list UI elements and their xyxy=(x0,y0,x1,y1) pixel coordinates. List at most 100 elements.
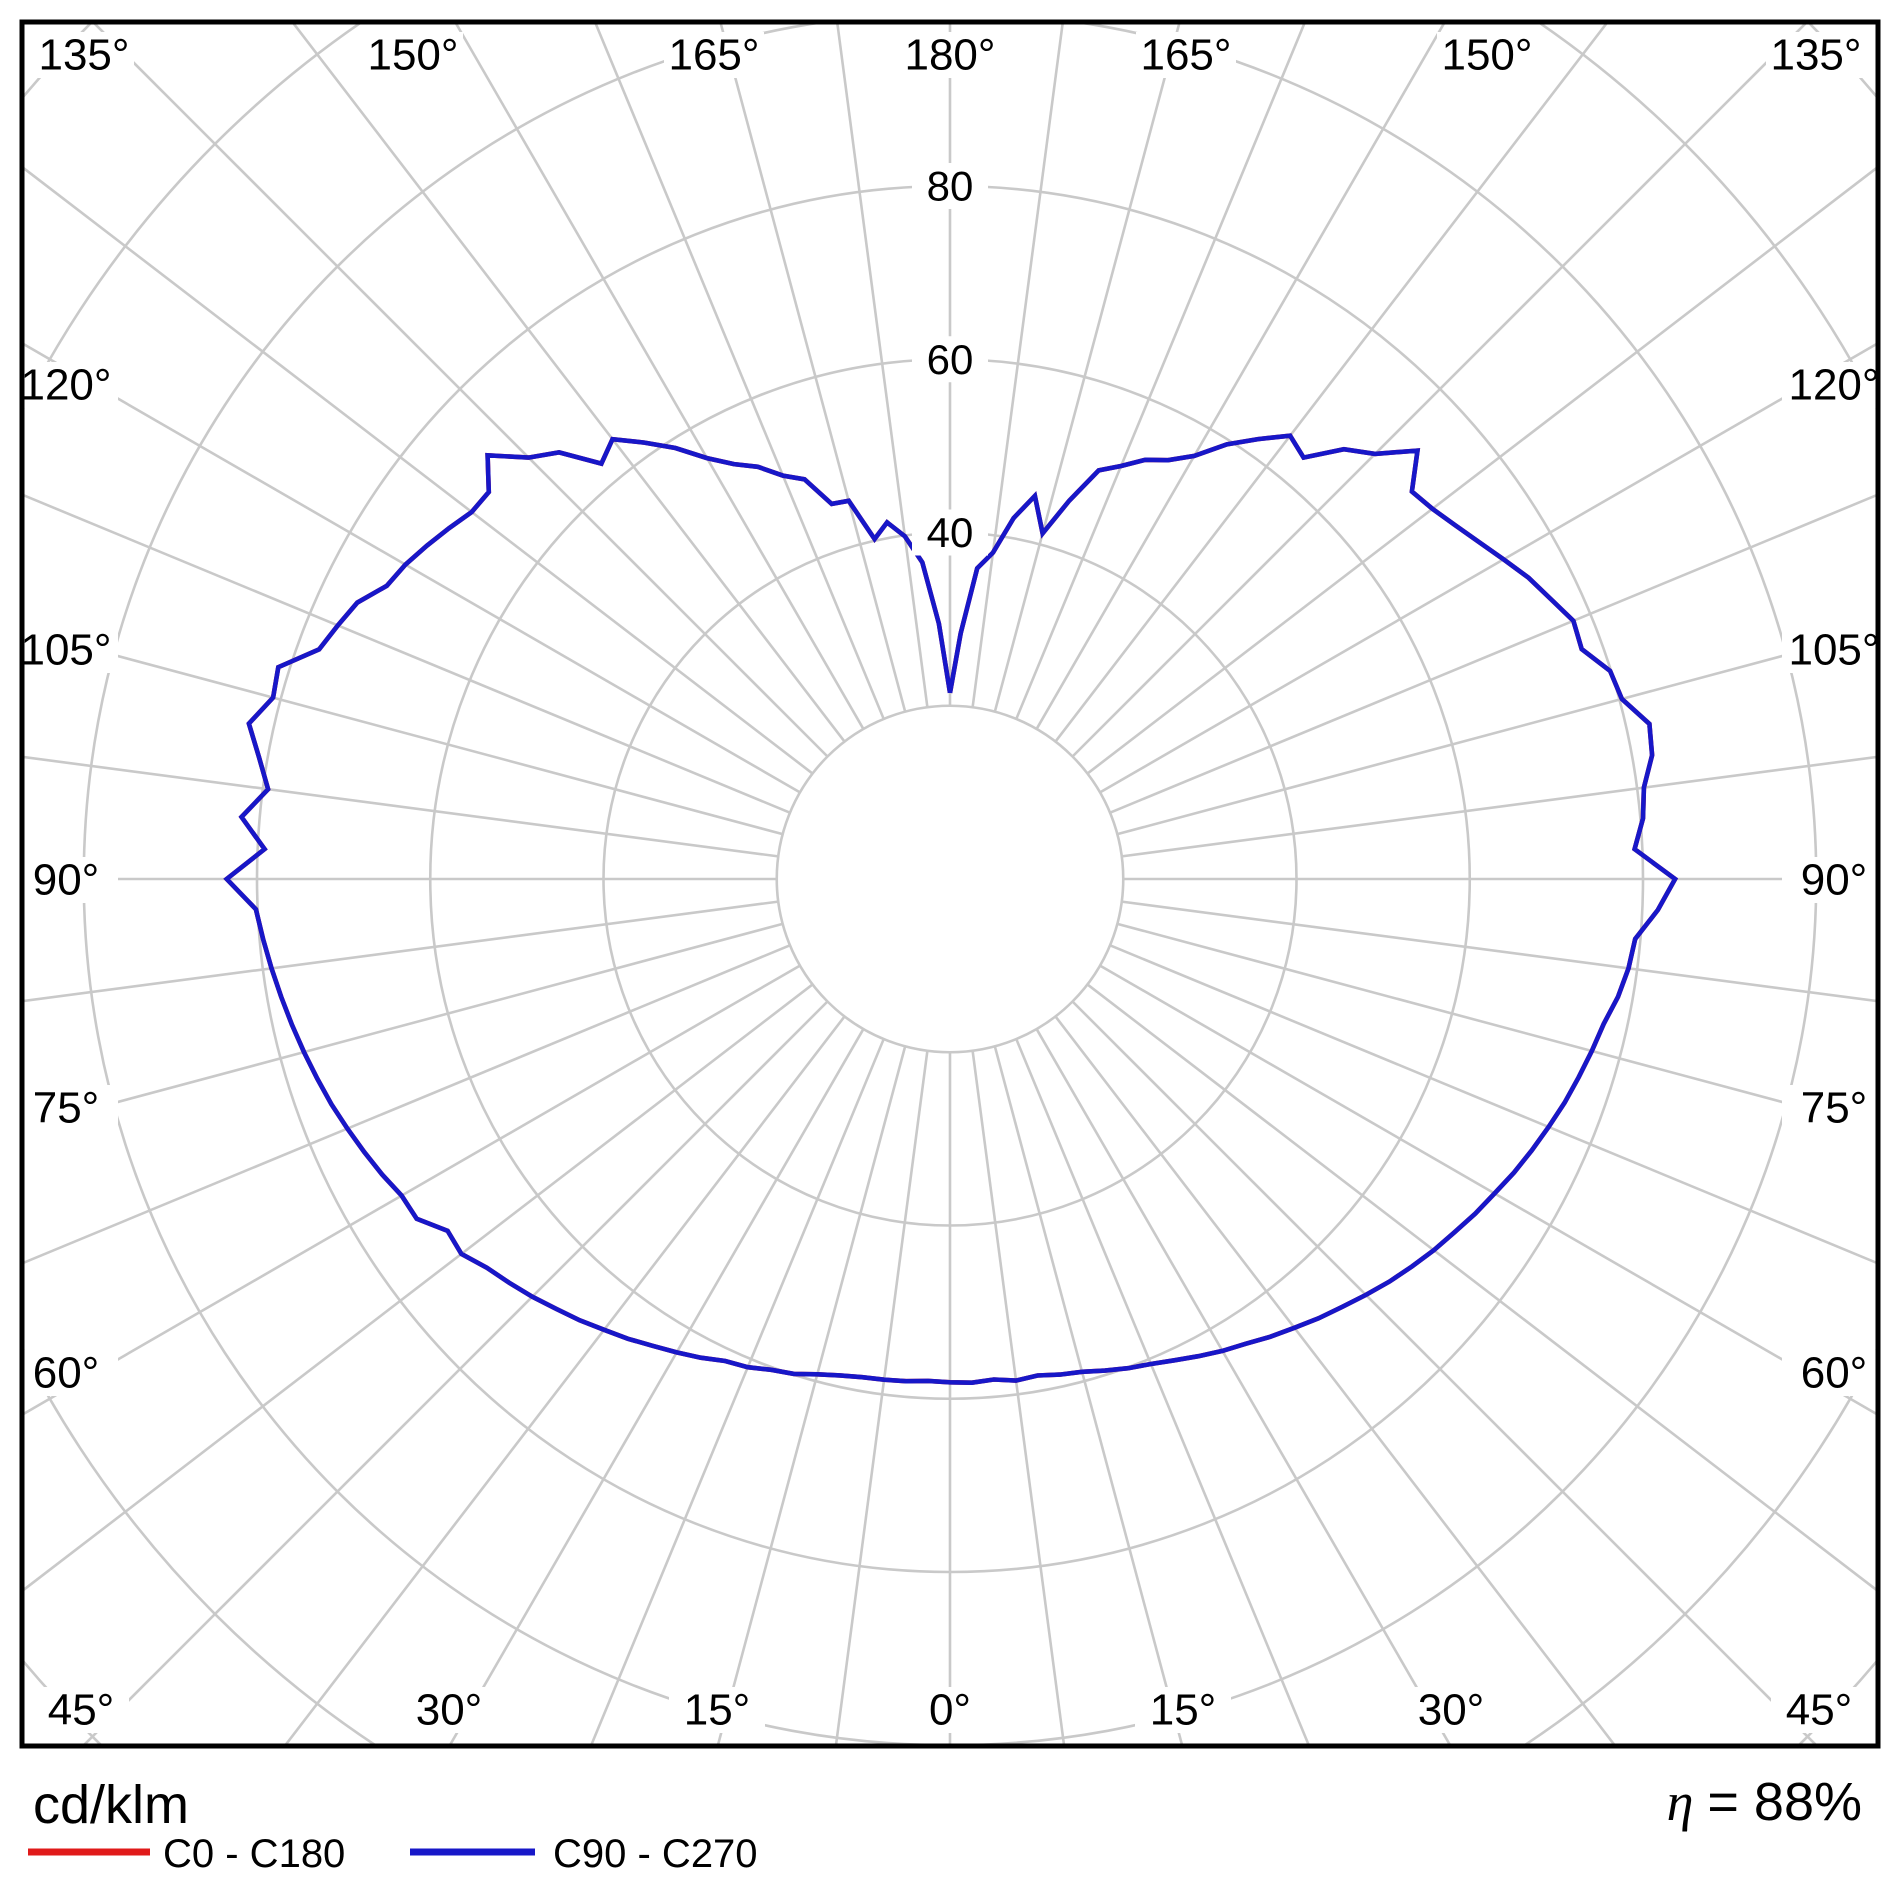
angle-label-bottom-2-bg xyxy=(669,1687,765,1733)
angle-label-right-2-bg xyxy=(1782,857,1886,903)
grid-spoke-277.5 xyxy=(23,900,779,1003)
grid-spoke-157.5 xyxy=(1015,23,1306,720)
legend-label-c0-c180: C0 - C180 xyxy=(163,1832,345,1876)
grid-spoke-247.5 xyxy=(23,493,791,814)
radial-label-80: 80 xyxy=(927,163,974,210)
grid-spoke-330 xyxy=(448,1028,865,1745)
grid-spoke-225 xyxy=(92,23,829,758)
grid-spoke-142.5 xyxy=(1054,23,1609,743)
angle-label-left-3: 75° xyxy=(33,1084,100,1133)
angle-label-bottom-3-bg xyxy=(902,1687,998,1733)
c90-c270-curve xyxy=(223,433,1679,1386)
grid-spoke-172.5 xyxy=(971,23,1065,708)
grid-spoke-337.5 xyxy=(589,1038,885,1745)
angle-label-left-3-bg xyxy=(14,1085,118,1131)
angle-label-right-4-bg xyxy=(1782,1350,1886,1396)
angle-label-bottom-1: 30° xyxy=(416,1686,483,1735)
angle-label-left-2-bg xyxy=(14,857,118,903)
grid-spoke-105 xyxy=(1117,629,1877,836)
radial-label-80-bg xyxy=(912,163,988,209)
angle-label-right-3-bg xyxy=(1782,1085,1886,1131)
grid-spoke-22.5 xyxy=(1015,1038,1311,1745)
radial-label-60-bg xyxy=(912,336,988,383)
angle-label-top-0: 135° xyxy=(38,31,129,80)
grid-spoke-97.5 xyxy=(1121,755,1877,858)
grid-spoke-135 xyxy=(1071,23,1808,758)
grid-spoke-7.5 xyxy=(971,1050,1066,1745)
grid-spoke-285 xyxy=(23,922,783,1129)
angle-label-top-3-bg xyxy=(900,32,1000,78)
grid-spoke-210 xyxy=(454,23,865,730)
grid-spoke-30 xyxy=(1035,1028,1452,1745)
angle-label-bottom-3: 0° xyxy=(929,1686,971,1735)
grid-spoke-217.5 xyxy=(291,23,846,743)
angle-label-top-6-bg xyxy=(1766,32,1866,78)
distribution-curves xyxy=(223,433,1679,1386)
grid-spoke-112.5 xyxy=(1109,493,1877,814)
grid-spoke-352.5 xyxy=(834,1050,929,1745)
grid-spoke-45 xyxy=(1071,1000,1818,1745)
angle-label-right-3: 75° xyxy=(1801,1084,1868,1133)
grid-spoke-240 xyxy=(23,342,801,794)
grid-spoke-232.5 xyxy=(23,166,814,775)
angle-label-right-1-bg xyxy=(1782,627,1886,673)
grid-spoke-67.5 xyxy=(1109,944,1877,1265)
grid-spoke-322.5 xyxy=(283,1015,846,1745)
grid-spoke-315 xyxy=(82,1000,829,1745)
angle-label-right-0: 120° xyxy=(1788,361,1879,410)
grid-spoke-127.5 xyxy=(1086,166,1877,775)
grid-spoke-292.5 xyxy=(23,944,791,1265)
grid-spoke-37.5 xyxy=(1054,1015,1617,1745)
angle-label-right-4: 60° xyxy=(1801,1349,1868,1398)
grid-spoke-255 xyxy=(23,629,783,836)
angle-label-top-1: 150° xyxy=(367,31,458,80)
angle-label-top-5: 150° xyxy=(1441,31,1532,80)
radial-label-40-bg xyxy=(912,509,988,556)
angle-label-bottom-4: 15° xyxy=(1150,1686,1217,1735)
grid-spoke-187.5 xyxy=(835,23,929,708)
grid-spoke-75 xyxy=(1117,922,1877,1129)
angle-label-left-1-bg xyxy=(14,627,118,673)
efficiency-label: η = 88% xyxy=(1667,1772,1862,1832)
angle-label-left-4: 60° xyxy=(33,1349,100,1398)
radial-label-40: 40 xyxy=(927,509,974,556)
angle-label-top-5-bg xyxy=(1437,32,1537,78)
angle-label-left-0-bg xyxy=(14,362,118,408)
grid-spoke-202.5 xyxy=(594,23,885,720)
grid-spoke-15 xyxy=(993,1046,1184,1745)
angle-label-top-1-bg xyxy=(363,32,463,78)
angle-label-left-1: 105° xyxy=(20,626,111,675)
angle-label-bottom-6-bg xyxy=(1771,1687,1867,1733)
plot-border xyxy=(19,19,1881,1749)
angle-label-bottom-5: 30° xyxy=(1418,1686,1485,1735)
angle-label-bottom-0-bg xyxy=(33,1687,129,1733)
angle-label-top-6: 135° xyxy=(1770,31,1861,80)
angle-label-top-2-bg xyxy=(664,32,764,78)
angle-label-right-1: 105° xyxy=(1788,626,1879,675)
grid-spoke-307.5 xyxy=(23,983,814,1592)
angle-label-bottom-5-bg xyxy=(1403,1687,1499,1733)
grid-spoke-52.5 xyxy=(1086,983,1877,1592)
grid-spoke-165 xyxy=(993,23,1181,712)
legend: C0 - C180 C90 - C270 xyxy=(28,1832,758,1876)
radial-label-60: 60 xyxy=(927,336,974,383)
angle-label-top-4-bg xyxy=(1136,32,1236,78)
angle-label-right-0-bg xyxy=(1782,362,1886,408)
grid-spoke-150 xyxy=(1035,23,1446,730)
efficiency-value: = 88% xyxy=(1707,1772,1862,1832)
angle-label-left-2: 90° xyxy=(33,856,100,905)
grid-spoke-300 xyxy=(23,964,801,1416)
grid-labels: 135° 150° 165° 180° 165° 150° 135° 45° 30° 15° 0° 1… xyxy=(14,31,1886,1735)
grid-spoke-60 xyxy=(1099,964,1877,1416)
legend-label-c90-c270: C90 - C270 xyxy=(553,1832,758,1876)
grid-spoke-195 xyxy=(719,23,907,712)
angle-label-left-0: 120° xyxy=(20,361,111,410)
eta-symbol: η xyxy=(1667,1772,1694,1832)
angle-label-bottom-6: 45° xyxy=(1786,1686,1853,1735)
angle-label-top-4: 165° xyxy=(1140,31,1231,80)
angle-label-left-4-bg xyxy=(14,1350,118,1396)
angle-label-bottom-1-bg xyxy=(401,1687,497,1733)
angle-label-top-0-bg xyxy=(34,32,134,78)
